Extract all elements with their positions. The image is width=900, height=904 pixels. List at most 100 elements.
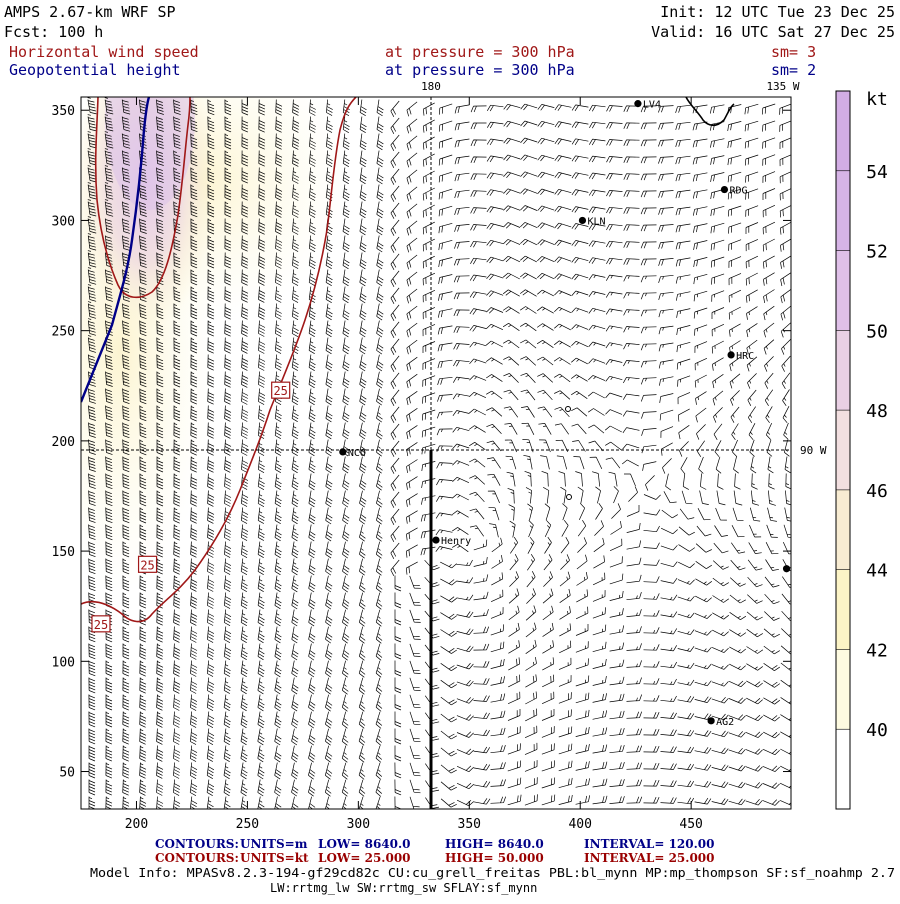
footer-contour-1: CONTOURS: UNITS=m LOW= 8640.0 HIGH= 8640… [155,837,715,851]
wind-barb [223,575,232,592]
wind-barb [325,558,333,576]
wind-barb [406,373,418,389]
wind-barb [341,762,349,780]
wind-barb [595,502,603,520]
wind-barb [342,541,350,559]
wind-barb [87,148,97,166]
wind-barb [524,777,538,789]
wind-barb [503,154,521,162]
contour1-low: LOW= 8640.0 [318,837,411,851]
wind-barb [469,525,484,537]
wind-barb [641,444,657,454]
wind-barb [660,545,678,551]
wind-barb [727,205,742,217]
wind-barb [207,167,215,184]
wind-barb [711,664,729,670]
wind-barb [358,762,366,780]
wind-barb [342,405,350,423]
wind-barb [571,357,588,365]
wind-barb [122,490,130,507]
wind-barb [486,423,502,434]
wind-barb [541,709,555,721]
wind-barb [595,486,601,504]
wind-barb [156,677,164,694]
wind-barb [542,674,555,688]
wind-barb [695,391,707,405]
wind-barb [746,339,758,355]
wind-barb [744,137,759,149]
wind-barb [537,120,555,128]
colorbar-swatch [836,489,850,570]
wind-barb [525,674,537,688]
wind-barb [542,657,555,671]
wind-barb [87,165,97,183]
wind-barb [553,357,571,365]
wind-barb [762,748,780,756]
wind-barb [609,625,625,635]
wind-barb [173,558,181,575]
wind-barb [575,624,589,636]
wind-barb [87,182,97,200]
wind-barb [207,116,215,133]
wind-barb [409,711,421,726]
wind-barb [122,626,130,643]
wind-barb [406,101,418,117]
wind-barb [762,255,775,269]
wind-barb [207,371,215,388]
wind-contour-50kt [94,97,191,299]
wind-barb [751,473,758,490]
wind-barb [207,337,215,354]
wind-barb [537,205,555,212]
wind-barb [605,375,623,382]
wind-barb [571,240,589,247]
wind-barb [291,439,299,457]
wind-barb [394,711,402,728]
wind-barb [376,439,383,457]
wind-barb [325,473,333,491]
wind-barb [504,423,518,435]
pressure-level-1: at pressure = 300 hPa [385,43,575,61]
wind-barb [693,273,708,285]
wind-barb [521,406,535,418]
wind-barb [605,291,623,298]
wind-barb [626,591,642,601]
wind-barb [588,155,606,163]
wind-barb [660,527,678,535]
wind-barb [308,490,316,508]
wind-barb [508,588,520,604]
wind-barb [731,525,745,538]
wind-barb [274,711,282,729]
wind-barb [422,238,435,252]
colorbar-unit: kt [866,89,888,110]
wind-barb [105,745,113,762]
wind-barb [622,410,640,417]
wind-barb [710,205,725,217]
wind-barb [309,167,316,184]
wind-barb [554,188,572,196]
wind-barb [406,510,418,524]
wind-barb [358,592,366,610]
wind-barb [189,779,198,797]
colorbar-level-label: 48 [866,401,888,422]
wind-barb [469,491,485,503]
wind-barb [156,524,164,541]
wind-barb [224,439,232,456]
wind-barb [394,762,402,779]
wind-barb [781,372,791,389]
wind-barb [359,133,367,151]
wind-barb [122,677,130,694]
wind-shading [81,97,350,590]
wind-barb [173,405,181,422]
wind-barb [456,679,474,687]
wind-barb [325,796,330,809]
wind-barb [746,680,763,688]
wind-barb [587,391,605,399]
wind-barb [678,561,695,569]
wind-barb [309,99,316,116]
wind-barb [745,798,763,806]
wind-barb [609,608,624,618]
wind-barb [207,541,215,558]
wind-barb [660,729,677,736]
wind-barb [207,150,215,167]
